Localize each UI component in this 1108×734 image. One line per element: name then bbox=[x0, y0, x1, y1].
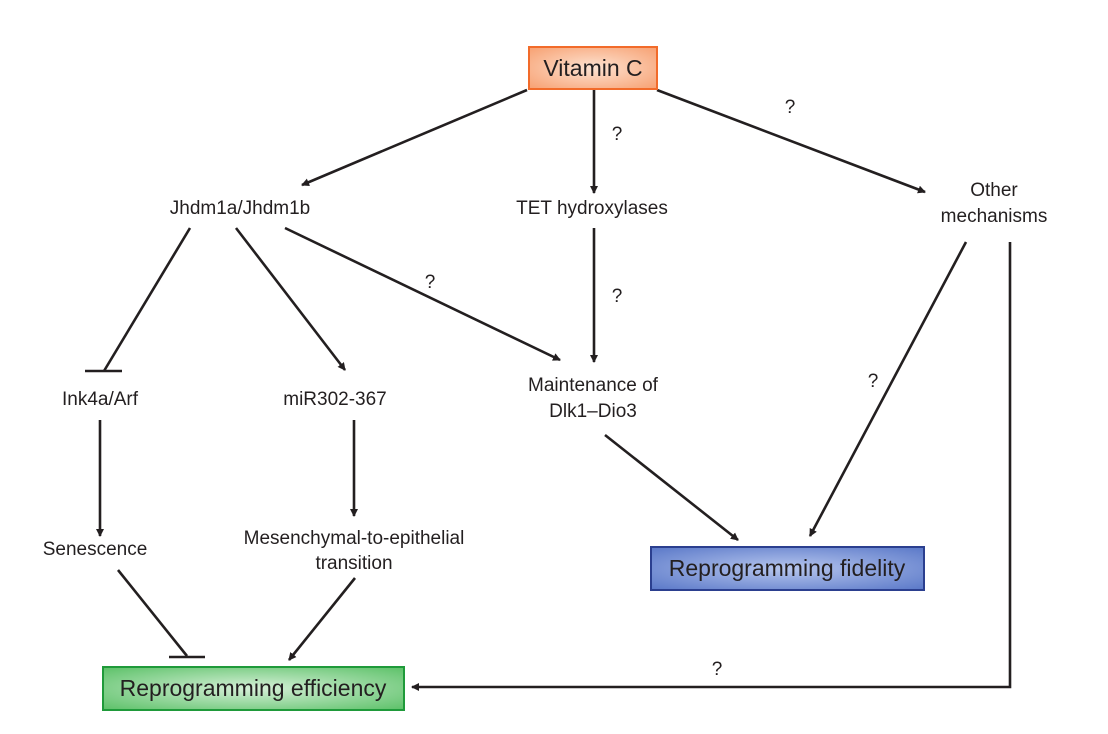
other-label-line2: mechanisms bbox=[941, 206, 1048, 227]
vitamin-c-node: Vitamin C bbox=[528, 46, 658, 90]
question-mark: ? bbox=[868, 371, 879, 392]
maintenance-label-line1: Maintenance of bbox=[528, 375, 659, 396]
question-mark: ? bbox=[785, 97, 796, 118]
senescence-label: Senescence bbox=[43, 539, 148, 560]
jhdm-label: Jhdm1a/Jhdm1b bbox=[170, 198, 310, 219]
edge-other-fidelity bbox=[808, 241, 968, 537]
reprogramming-efficiency-label: Reprogramming efficiency bbox=[120, 675, 387, 701]
edges bbox=[85, 88, 1012, 691]
question-mark: ? bbox=[712, 659, 723, 680]
edge-met-efficiency bbox=[287, 577, 357, 661]
vitamin-c-label: Vitamin C bbox=[543, 55, 642, 81]
reprogramming-efficiency-node: Reprogramming efficiency bbox=[102, 666, 405, 711]
met-label-line2: transition bbox=[315, 553, 392, 574]
edge-other-efficiency bbox=[411, 242, 1012, 691]
edge-vitc-other bbox=[656, 88, 926, 194]
question-mark: ? bbox=[425, 272, 436, 293]
question-mark: ? bbox=[612, 286, 623, 307]
reprogramming-fidelity-label: Reprogramming fidelity bbox=[669, 555, 906, 581]
edge-dlk1-fidelity bbox=[604, 433, 739, 542]
edge-jhdm-ink4a-inhibit bbox=[102, 227, 192, 372]
edge-senescence-efficiency-inhibit bbox=[116, 569, 189, 657]
mir-label: miR302-367 bbox=[283, 389, 387, 410]
edge-jhdm-dlk1 bbox=[284, 226, 561, 362]
met-label-line1: Mesenchymal-to-epithelial bbox=[244, 528, 465, 549]
ink4a-label: Ink4a/Arf bbox=[62, 389, 139, 410]
question-mark: ? bbox=[612, 124, 623, 145]
tet-label: TET hydroxylases bbox=[516, 198, 668, 219]
edge-vitc-jhdm bbox=[301, 88, 528, 187]
edge-jhdm-mir bbox=[234, 227, 347, 371]
maintenance-label-line2: Dlk1–Dio3 bbox=[549, 401, 637, 422]
reprogramming-fidelity-node: Reprogramming fidelity bbox=[650, 546, 925, 591]
other-label-line1: Other bbox=[970, 180, 1018, 201]
